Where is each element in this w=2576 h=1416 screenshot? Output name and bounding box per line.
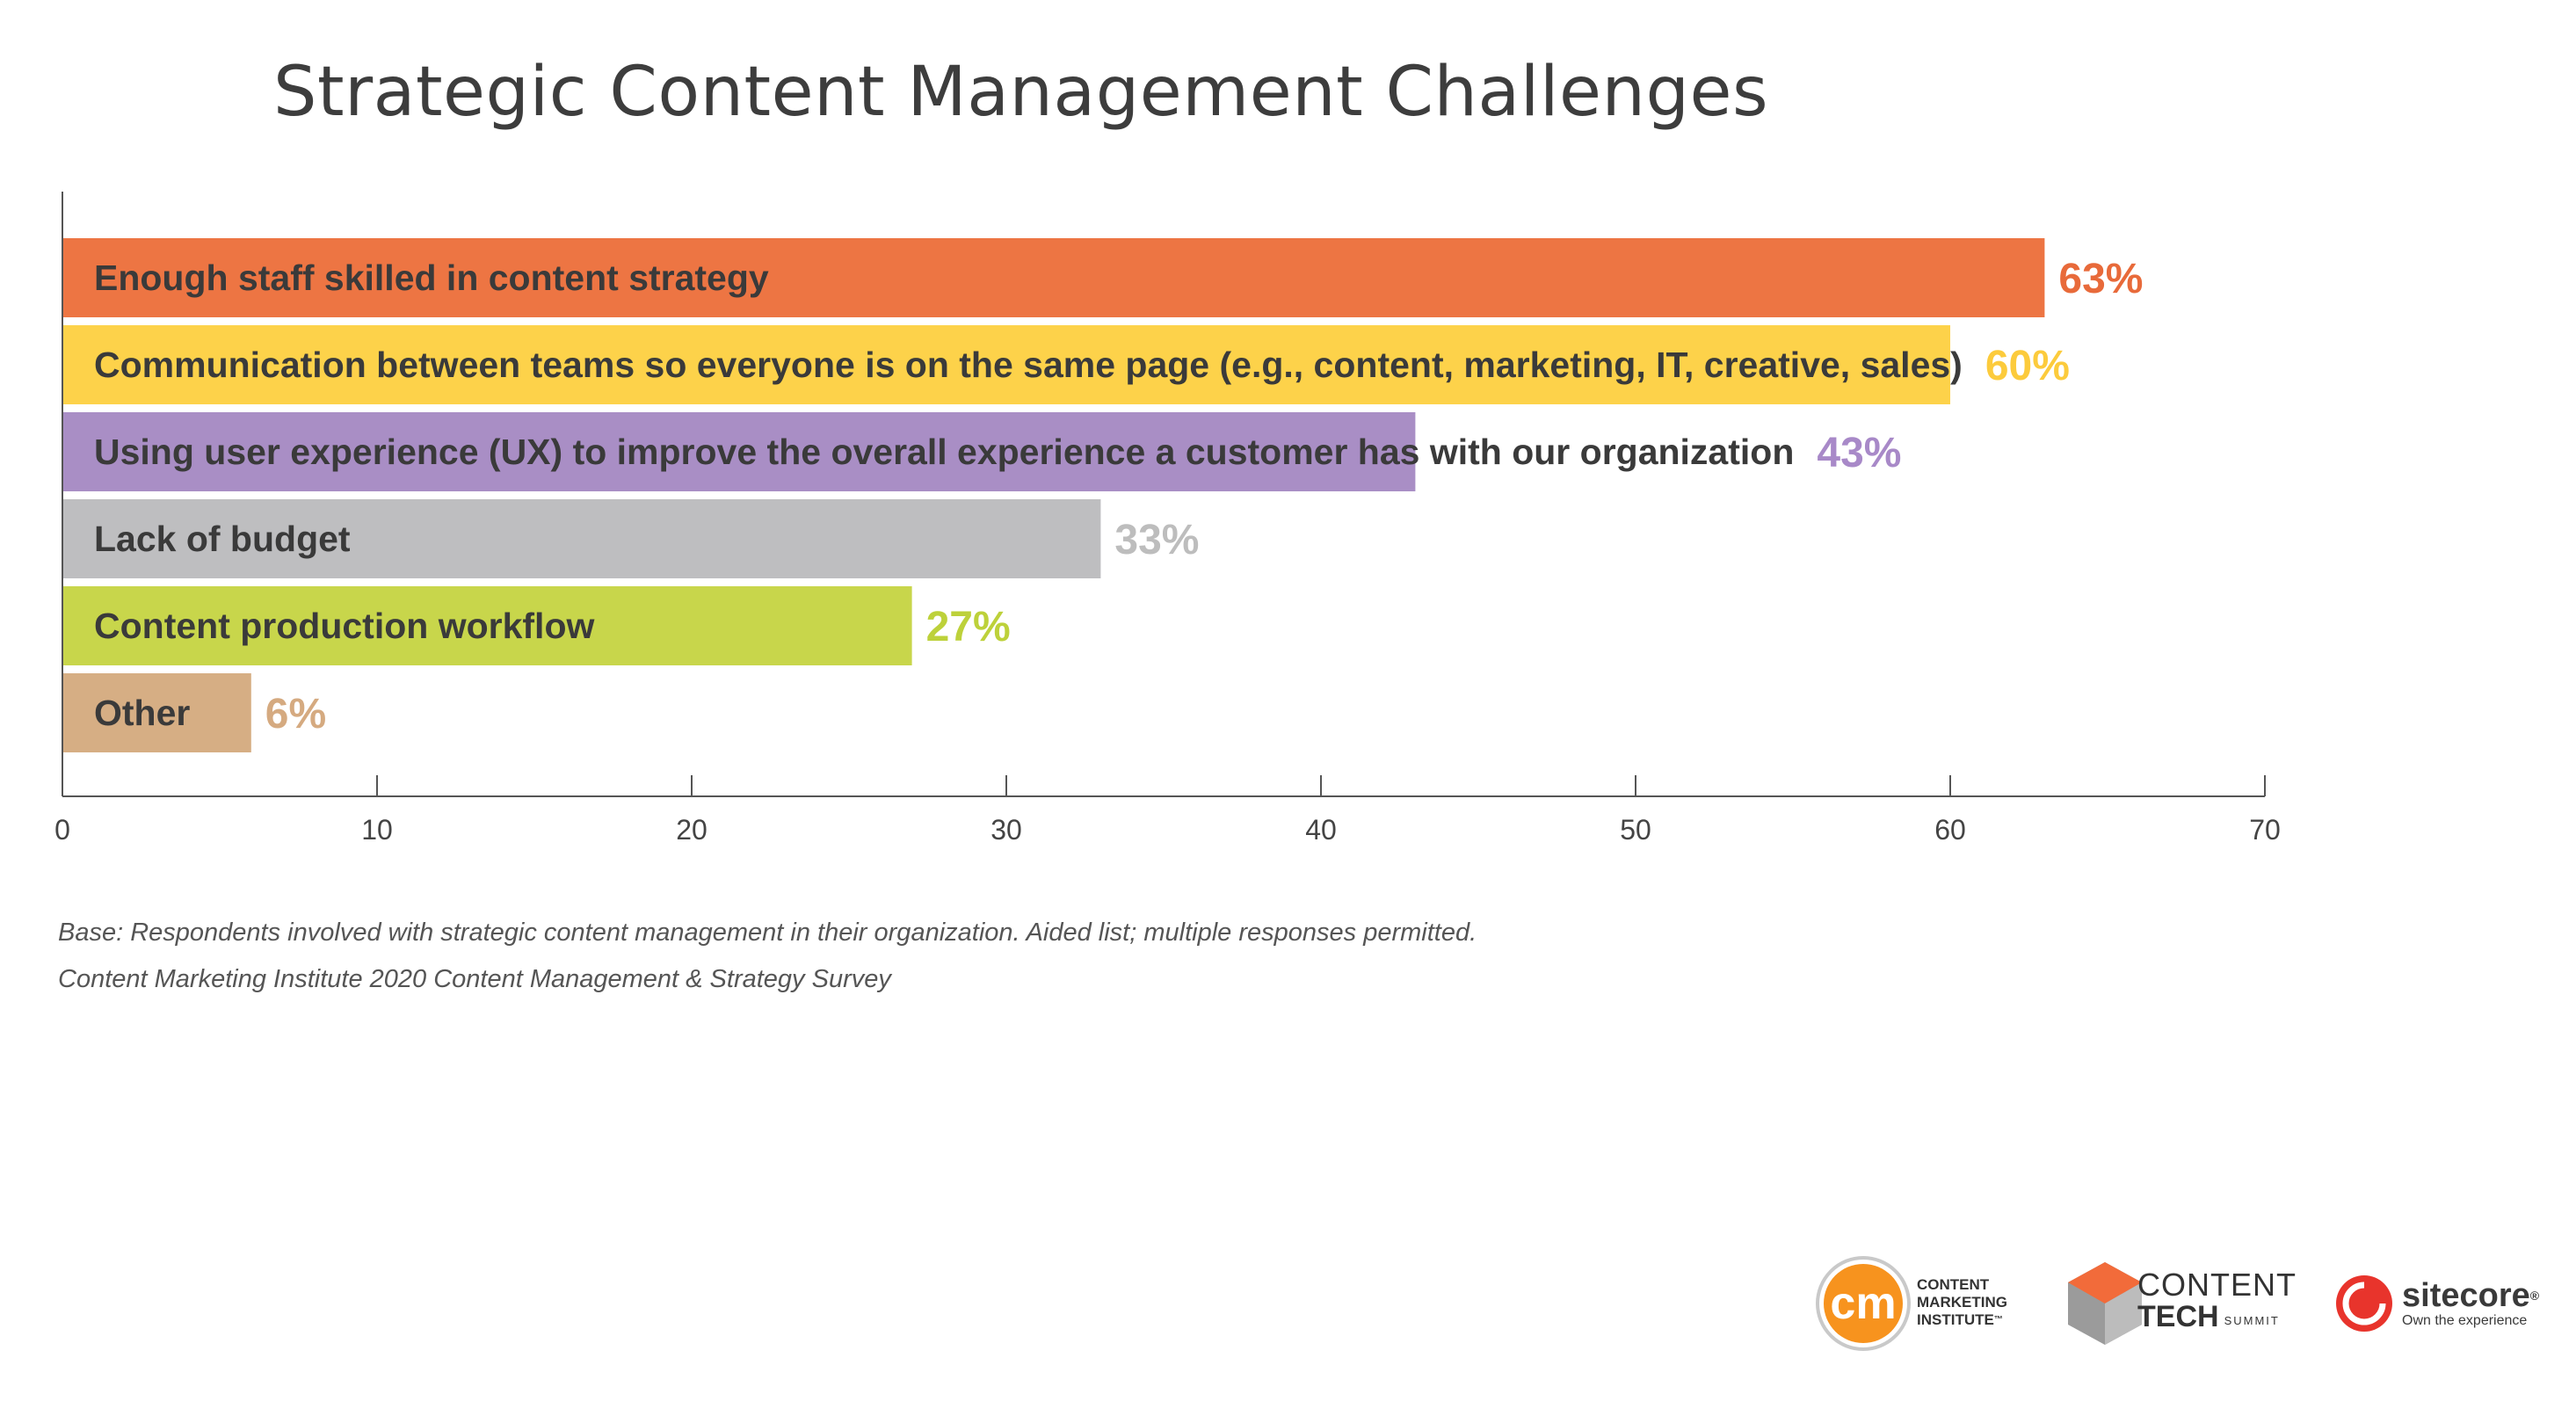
sitecore-logo: sitecore® Own the experience xyxy=(2333,1248,2553,1354)
bar-2 xyxy=(62,325,1950,404)
x-tick-label-70: 70 xyxy=(2249,814,2281,846)
content-tech-logo: CONTENT TECH SUMMIT xyxy=(2057,1248,2311,1354)
cmi-logo-tm: ™ xyxy=(1993,1315,2003,1325)
cmi-logo-line1: CONTENT xyxy=(1917,1276,1990,1293)
sitecore-name: sitecore xyxy=(2402,1277,2530,1314)
cmi-logo: cm CONTENT MARKETING INSTITUTE™ xyxy=(1815,1248,2017,1354)
sitecore-logo-icon xyxy=(2336,1275,2392,1332)
x-tick-label-0: 0 xyxy=(54,814,70,846)
bar-category-label-5: Content production workflow xyxy=(94,606,594,646)
sitecore-tagline: Own the experience xyxy=(2402,1313,2528,1328)
bar-value-label-6: 6% xyxy=(265,691,326,737)
bar-category-label-6: Other xyxy=(94,693,190,733)
x-tick-label-30: 30 xyxy=(990,814,1022,846)
bar-value-label-3: 43% xyxy=(1817,430,1901,476)
bar-1 xyxy=(62,238,2045,317)
bar-category-label-2: Communication between teams so everyone … xyxy=(94,345,1963,385)
bars-group: Enough staff skilled in content strategy… xyxy=(62,238,2143,752)
x-tick-label-10: 10 xyxy=(361,814,393,846)
bar-4 xyxy=(62,499,1101,578)
bar-category-label-1: Enough staff skilled in content strategy xyxy=(94,258,769,298)
content-tech-logo-icon xyxy=(2068,1262,2142,1345)
content-tech-word2: TECH xyxy=(2137,1300,2219,1333)
base-footnote: Base: Respondents involved with strategi… xyxy=(58,919,1477,947)
chart-title: Strategic Content Management Challenges xyxy=(273,53,1769,132)
x-tick-label-20: 20 xyxy=(676,814,707,846)
cmi-logo-monogram: cm xyxy=(1830,1278,1896,1329)
axes-group: 0 10 20 30 40 50 60 70 xyxy=(54,192,2281,846)
x-tick-label-50: 50 xyxy=(1620,814,1651,846)
content-tech-word3: SUMMIT xyxy=(2224,1314,2280,1327)
bar-category-label-3: Using user experience (UX) to improve th… xyxy=(94,432,1794,472)
x-tick-label-60: 60 xyxy=(1934,814,1966,846)
bar-value-label-2: 60% xyxy=(1985,343,2070,389)
cmi-logo-icon: cm xyxy=(1816,1256,1911,1351)
bar-5 xyxy=(62,586,912,665)
bar-category-label-4: Lack of budget xyxy=(94,519,351,559)
x-tick-label-40: 40 xyxy=(1305,814,1337,846)
bar-value-label-5: 27% xyxy=(926,604,1011,650)
bar-value-label-4: 33% xyxy=(1114,517,1199,563)
bar-value-label-1: 63% xyxy=(2058,256,2143,302)
cmi-logo-line2: MARKETING xyxy=(1917,1294,2007,1311)
bar-6 xyxy=(62,673,251,752)
content-tech-word1: CONTENT xyxy=(2137,1267,2297,1303)
bar-chart: Enough staff skilled in content strategy… xyxy=(54,192,2281,846)
cmi-logo-line3: INSTITUTE xyxy=(1917,1311,1994,1328)
source-footnote: Content Marketing Institute 2020 Content… xyxy=(58,965,891,993)
sitecore-tm: ® xyxy=(2529,1289,2540,1303)
bar-3 xyxy=(62,412,1416,491)
